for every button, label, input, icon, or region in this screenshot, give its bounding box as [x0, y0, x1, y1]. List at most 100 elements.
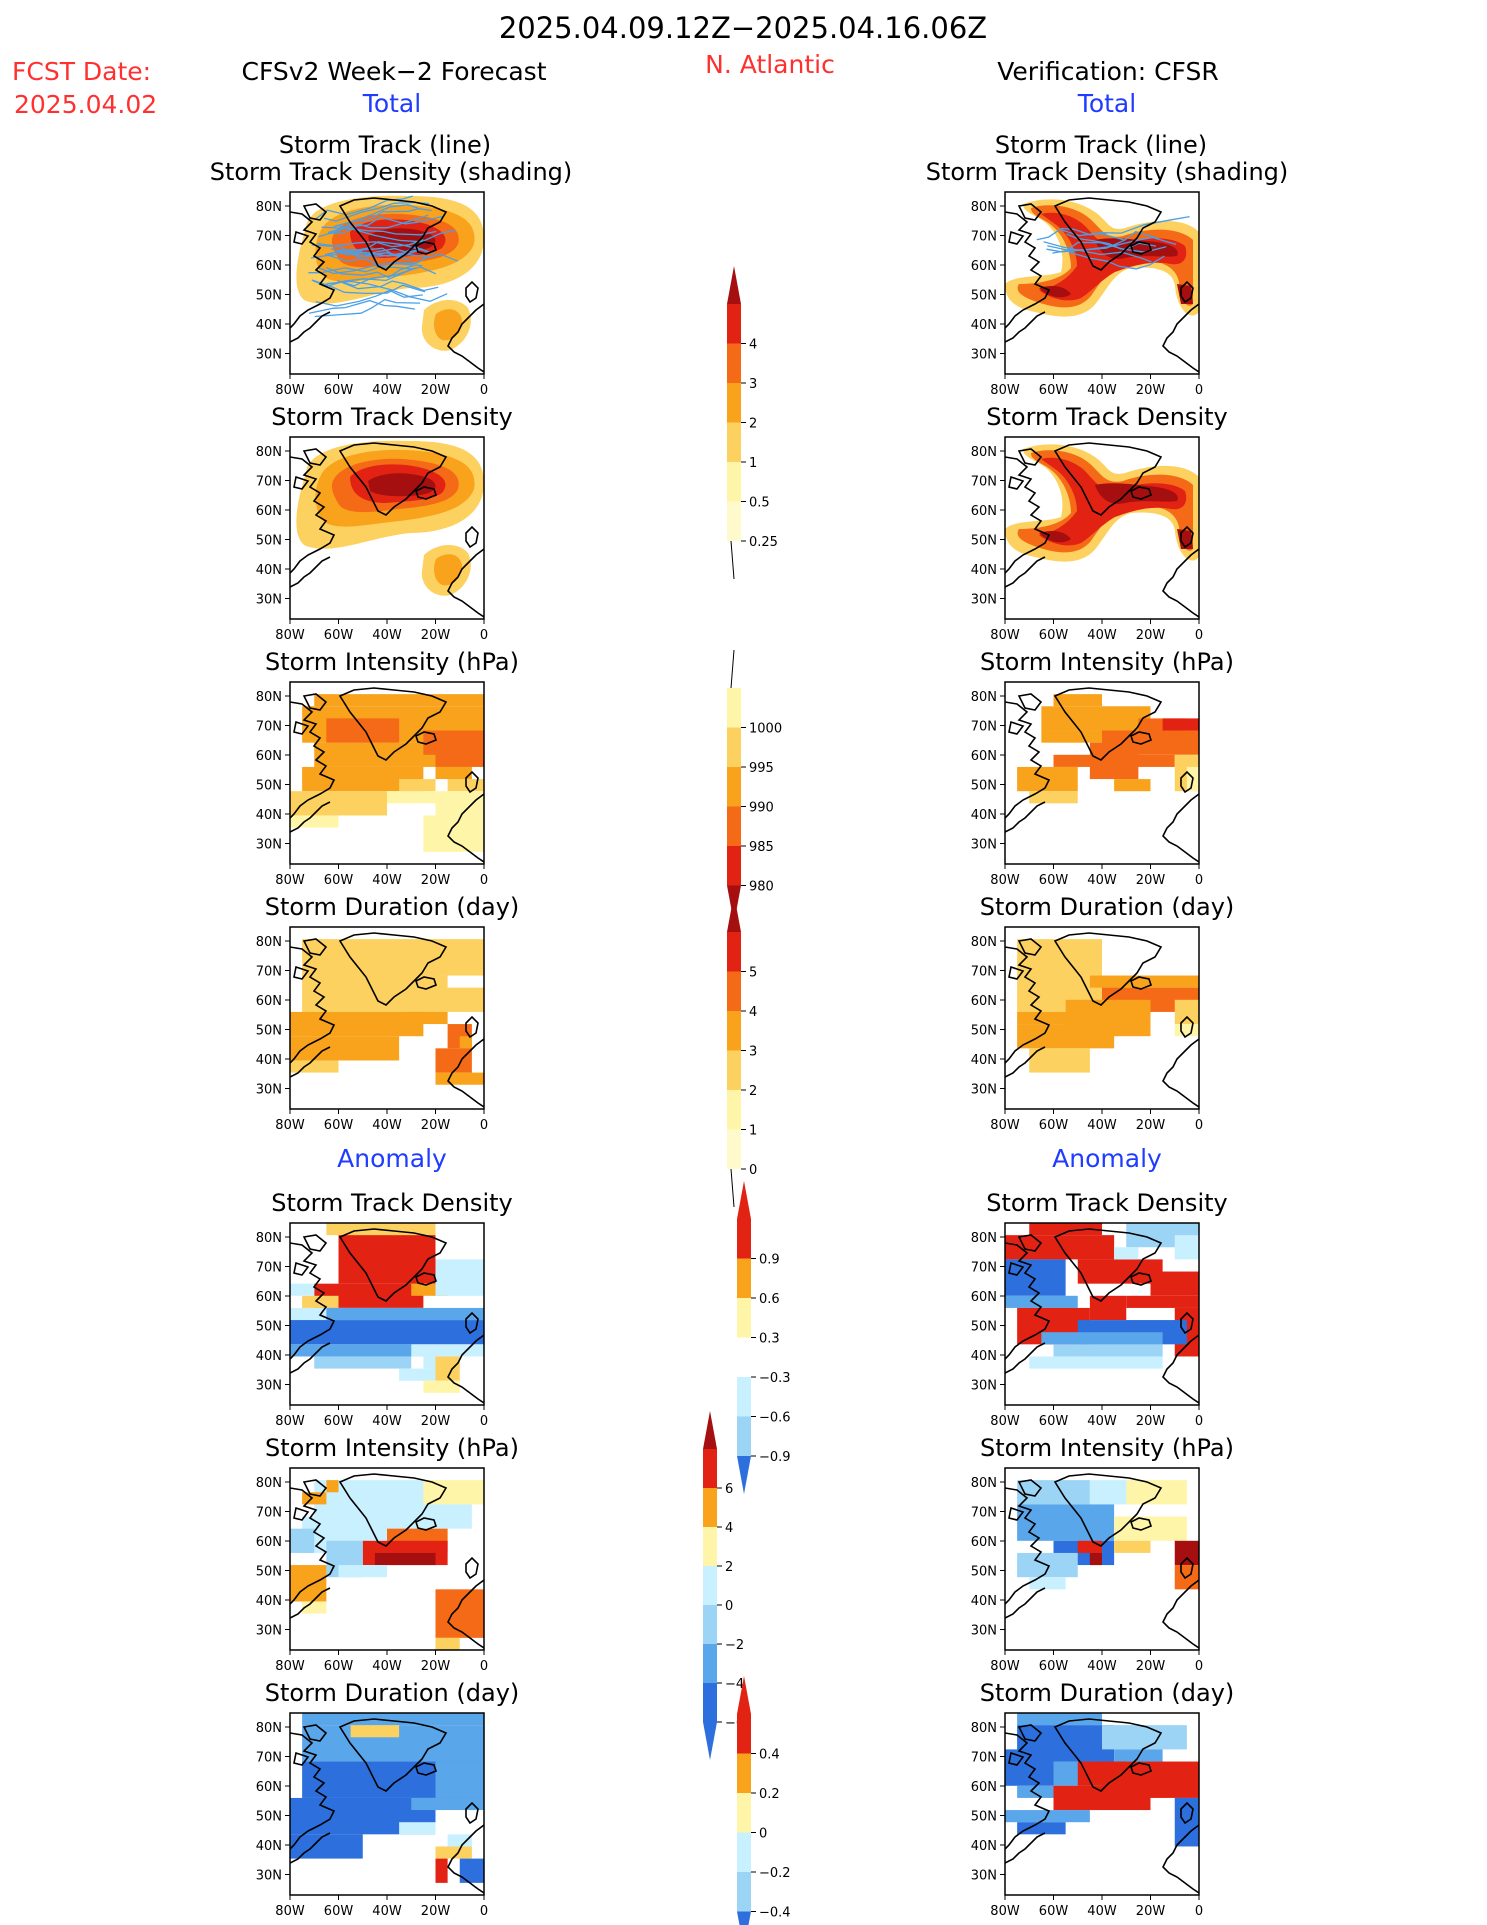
title-l7: Storm Duration (day): [265, 1679, 520, 1707]
lon-tick-label: 40W: [372, 1414, 402, 1429]
storm-track-line: [336, 266, 437, 287]
canada-coastline: [290, 211, 336, 329]
colorbar-top-arrow: [727, 266, 741, 304]
storm-track-line: [321, 226, 437, 236]
fcst-duration-panel: 80W 60W 40W 20W 0 80N 70N 60N 50N 40N 30N: [256, 926, 488, 1133]
intensity-anomaly-cell: [1174, 1540, 1199, 1566]
lat-tick-label: 50N: [971, 289, 997, 304]
duration-cell: [290, 1060, 339, 1073]
lon-tick-label: 0: [1195, 1414, 1203, 1429]
fcst-date-label: FCST Date:: [12, 57, 151, 86]
britain-coastline: [465, 1556, 479, 1580]
map-field: [290, 932, 484, 1108]
iceland-coastline: [415, 731, 437, 745]
density-anomaly-cell: [1089, 1295, 1127, 1321]
lat-tick-label: 80N: [256, 690, 282, 705]
colorbar-segment: [727, 688, 741, 728]
britain-coastline: [1180, 1556, 1194, 1580]
storm-track-line: [1059, 215, 1190, 237]
map-field: [1005, 687, 1199, 863]
lat-tick-label: 70N: [256, 475, 282, 490]
lat-tick-label: 30N: [971, 838, 997, 853]
lon-tick-label: 40W: [372, 1904, 402, 1919]
lat-tick-label: 80N: [256, 1476, 282, 1491]
colorbar-bottom-arrow: [737, 1911, 751, 1925]
lat-tick-label: 50N: [971, 779, 997, 794]
duration-cell: [290, 1036, 400, 1061]
europe-coastline: [447, 303, 484, 373]
duration-cell: [1089, 975, 1199, 988]
intensity-cell: [423, 815, 484, 852]
colorbar-segment: [703, 1527, 717, 1566]
duration-cell: [302, 939, 484, 976]
map-field: [290, 687, 484, 863]
europe-coastline: [447, 1579, 484, 1649]
storm-track-line: [326, 280, 448, 302]
island-coastline: [293, 448, 328, 490]
lat-tick-label: 70N: [256, 1506, 282, 1521]
lat-tick-label: 80N: [256, 1721, 282, 1736]
title-l2: Storm Track Density: [271, 403, 512, 431]
colorbar-segment: [737, 1258, 751, 1298]
storm-track-line: [341, 280, 439, 292]
lat-tick-label: 30N: [256, 1869, 282, 1884]
lat-tick-label: 50N: [256, 779, 282, 794]
duration-anomaly-cell: [1005, 1810, 1090, 1823]
colorbar-segment: [737, 1337, 751, 1377]
lat-tick-label: 70N: [971, 1751, 997, 1766]
lat-tick-label: 50N: [971, 534, 997, 549]
canada-coastline: [290, 1732, 336, 1850]
colorbars: 43210.50.2510009959909859805432100.90.60…: [703, 266, 791, 1925]
greenland-coastline: [338, 687, 448, 761]
map-field: [1005, 1473, 1199, 1649]
lat-tick-label: 30N: [971, 1083, 997, 1098]
map-field: [290, 1223, 484, 1404]
lat-tick-label: 70N: [256, 965, 282, 980]
britain-coastline: [465, 770, 479, 794]
storm-track-line: [311, 239, 424, 248]
lat-tick-label: 40N: [971, 808, 997, 823]
storm-track-line: [326, 265, 414, 279]
lon-tick-label: 60W: [324, 873, 354, 888]
duration-anomaly-cell: [459, 1858, 484, 1883]
lon-tick-label: 20W: [1136, 1118, 1166, 1133]
colorbar-segment: [737, 1416, 751, 1456]
lon-tick-label: 0: [480, 873, 488, 888]
colorbar-label: −0.6: [759, 1411, 791, 1426]
storm-track-line: [327, 215, 443, 234]
colorbar-segment: [727, 422, 741, 462]
storm-track-line: [315, 195, 414, 220]
lon-tick-label: 40W: [372, 1659, 402, 1674]
lat-tick-label: 70N: [256, 1751, 282, 1766]
lat-tick-label: 80N: [256, 200, 282, 215]
region-title: N. Atlantic: [705, 50, 835, 79]
us-coastline: [1005, 556, 1046, 588]
colorbar-label: 3: [749, 377, 757, 392]
greenland-coastline: [338, 932, 448, 1006]
europe-coastline: [447, 1334, 484, 1404]
colorbar-segment: [727, 501, 741, 541]
lat-tick-label: 70N: [971, 720, 997, 735]
lat-tick-label: 60N: [971, 749, 997, 764]
colorbar-label: 985: [749, 840, 774, 855]
island-coastline: [293, 203, 328, 245]
title-r5: Storm Track Density: [986, 1189, 1227, 1217]
canada-coastline: [1005, 1732, 1051, 1850]
obs-duration-anomaly-panel: 80W 60W 40W 20W 0 80N 70N 60N 50N 40N 30N: [971, 1712, 1203, 1919]
lon-tick-label: 40W: [372, 383, 402, 398]
intensity-anomaly-cell: [338, 1565, 387, 1578]
lon-tick-label: 0: [480, 1118, 488, 1133]
lat-tick-label: 60N: [256, 1535, 282, 1550]
lat-tick-label: 30N: [971, 1624, 997, 1639]
colorbar-label: 0.9: [759, 1253, 780, 1268]
density-anomaly-cell: [1005, 1235, 1115, 1260]
lat-tick-label: 30N: [971, 348, 997, 363]
time-range-title: 2025.04.09.12Z−2025.04.16.06Z: [499, 11, 987, 45]
colorbar-segment: [737, 1832, 751, 1872]
lat-tick-label: 40N: [971, 563, 997, 578]
colorbar-bottom-tail: [730, 540, 735, 580]
colorbar-label: 3: [749, 1045, 757, 1060]
lat-tick-label: 70N: [256, 720, 282, 735]
fcst-density-anomaly-panel: 80W 60W 40W 20W 0 80N 70N 60N 50N 40N 30N: [256, 1222, 488, 1429]
colorbar-segment: [703, 1644, 717, 1683]
